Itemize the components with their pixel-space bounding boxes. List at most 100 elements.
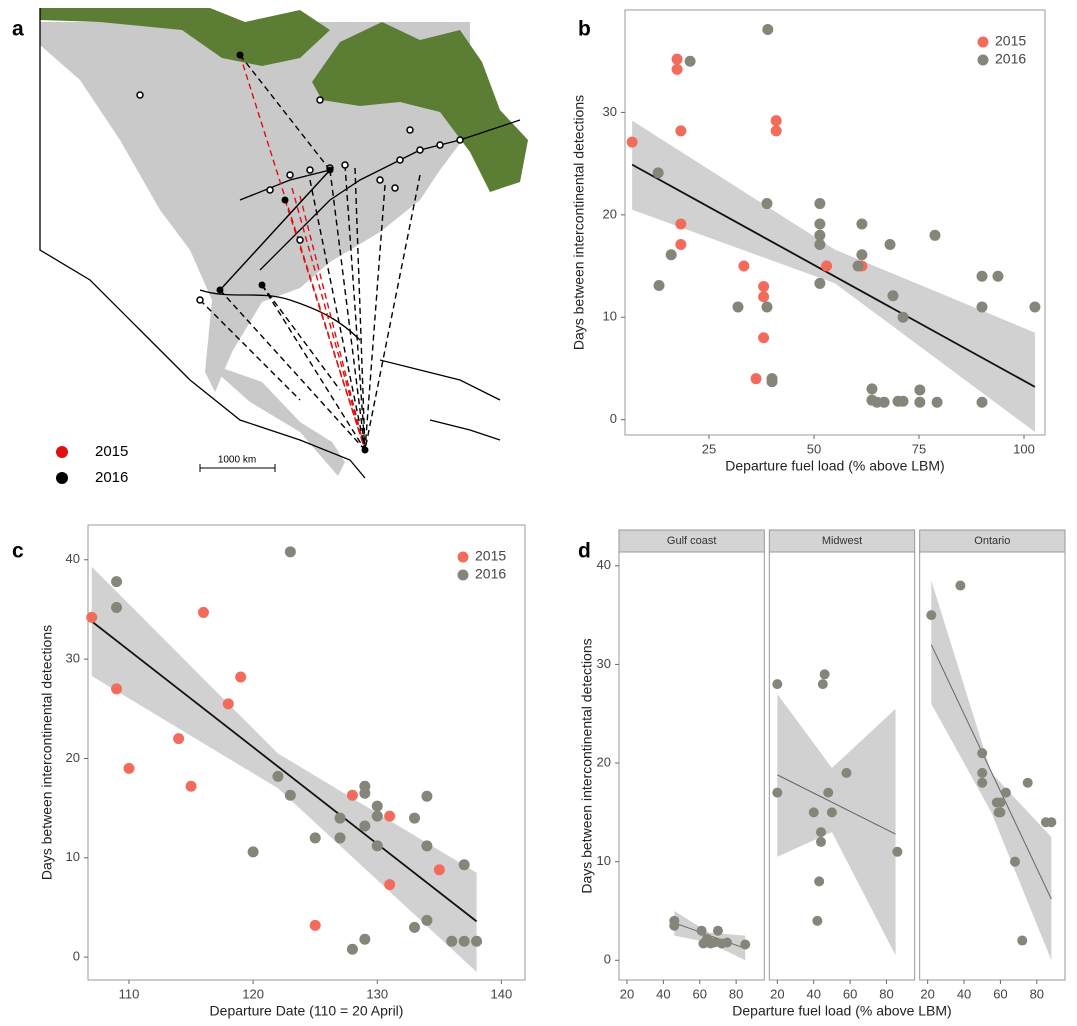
point [929, 229, 941, 241]
legend-marker [56, 446, 68, 458]
x-tick-label: 140 [491, 986, 513, 1001]
y-tick-label: 40 [597, 557, 611, 572]
legend-label: 2015 [995, 33, 1026, 49]
point [878, 396, 890, 408]
green-area [312, 22, 528, 192]
point [346, 789, 358, 801]
fit-line [930, 644, 1052, 900]
panel-letter: a [12, 18, 24, 41]
point [758, 281, 770, 293]
y-tick-label: 0 [604, 952, 611, 967]
x-tick-label: 60 [843, 986, 857, 1001]
point [761, 301, 773, 313]
x-tick-label: 80 [879, 986, 893, 1001]
point [421, 914, 433, 926]
point [1046, 817, 1057, 828]
panel-letter: c [12, 540, 24, 563]
point [814, 239, 826, 251]
point [897, 311, 909, 323]
point [814, 198, 826, 210]
confidence-band [91, 566, 477, 973]
track [309, 179, 366, 451]
point [772, 679, 783, 690]
point [976, 301, 988, 313]
fit-line [91, 620, 478, 923]
legend-label: 2016 [475, 566, 506, 582]
x-axis-title: Departure Date (110 = 20 April) [210, 1003, 404, 1019]
point [766, 376, 778, 388]
confidence-band [931, 580, 1052, 961]
y-tick-label: 40 [66, 551, 80, 566]
x-tick-label: 80 [729, 986, 743, 1001]
y-tick-label: 20 [603, 206, 617, 221]
point [222, 698, 234, 710]
point [709, 937, 720, 948]
legend-label: 2016 [95, 469, 128, 486]
x-tick-label: 110 [119, 986, 140, 1001]
track [199, 299, 301, 401]
legend-marker [56, 472, 68, 484]
point [409, 812, 421, 824]
x-tick-label: 75 [912, 441, 926, 456]
point [732, 301, 744, 313]
point [173, 733, 185, 745]
point [712, 925, 723, 936]
y-axis-title: Days between intercontinental detections [39, 625, 55, 880]
point [696, 925, 707, 936]
legend-marker [977, 36, 989, 48]
range [40, 22, 470, 392]
x-tick-label: 120 [242, 986, 264, 1001]
point [185, 780, 197, 792]
point [675, 218, 687, 230]
point [852, 260, 864, 272]
point [359, 933, 371, 945]
point [371, 840, 383, 852]
x-tick-label: 100 [1013, 441, 1035, 456]
point [823, 787, 834, 798]
x-tick-label: 20 [920, 986, 934, 1001]
point [669, 920, 680, 931]
point [770, 125, 782, 137]
point [995, 807, 1006, 818]
x-tick-label: 80 [1030, 986, 1044, 1001]
point [856, 249, 868, 261]
point [433, 864, 445, 876]
legend-label: 2016 [995, 51, 1026, 67]
track [344, 164, 366, 451]
point [384, 879, 396, 891]
point [841, 767, 852, 778]
point [812, 915, 823, 926]
point [814, 277, 826, 289]
y-tick-label: 10 [597, 853, 611, 868]
point [821, 260, 833, 272]
point [914, 384, 926, 396]
strip [919, 529, 1066, 553]
point [346, 943, 358, 955]
point [931, 396, 943, 408]
point [740, 939, 751, 950]
point [471, 935, 483, 947]
point [815, 836, 826, 847]
point [1009, 856, 1020, 867]
scale-bar [199, 464, 276, 472]
track [299, 195, 366, 451]
x-tick-label: 20 [620, 986, 634, 1001]
point [371, 810, 383, 822]
strip [618, 529, 765, 553]
y-axis-title: Days between intercontinental detections [571, 95, 587, 350]
point [652, 167, 664, 179]
fit-line [631, 163, 1036, 388]
point [977, 767, 988, 778]
y-tick-label: 10 [603, 309, 617, 324]
point [653, 279, 665, 291]
point [371, 800, 383, 812]
x-tick-label: 25 [702, 441, 716, 456]
x-tick-label: 60 [993, 986, 1007, 1001]
point [334, 812, 346, 824]
point [976, 270, 988, 282]
coastline [39, 8, 521, 479]
point [458, 935, 470, 947]
x-axis-title: Departure fuel load (% above LBM) [732, 1003, 951, 1019]
point [808, 807, 819, 818]
point [884, 239, 896, 251]
